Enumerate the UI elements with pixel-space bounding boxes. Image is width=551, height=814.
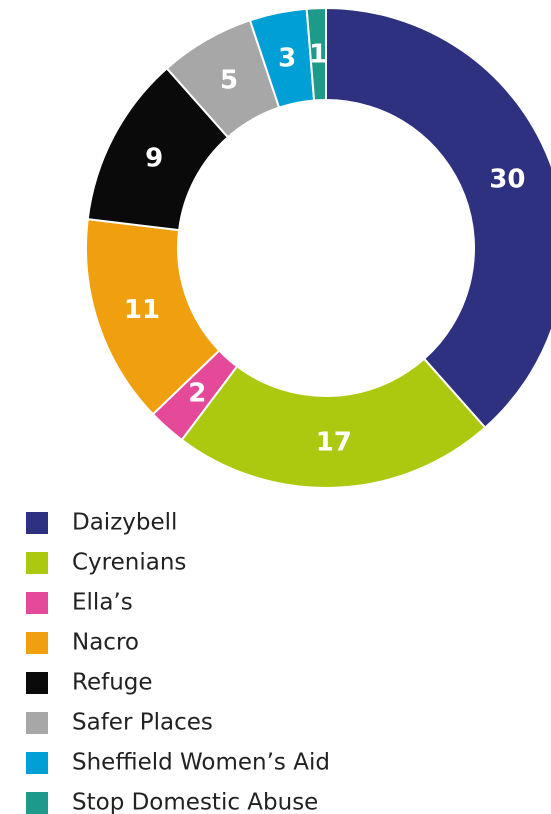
legend-label: Stop Domestic Abuse (72, 790, 318, 814)
legend-swatch (26, 632, 48, 654)
legend-swatch (26, 712, 48, 734)
legend-label: Daizybell (72, 510, 177, 536)
legend-label: Ella’s (72, 590, 133, 616)
legend-swatch (26, 672, 48, 694)
slice (325, 6, 551, 430)
slice (305, 6, 327, 102)
slice-label: 1 (309, 40, 327, 70)
legend-swatch (26, 552, 48, 574)
legend-swatch (26, 512, 48, 534)
slice-label: 9 (145, 143, 163, 173)
slice-label: 2 (188, 379, 206, 409)
legend-swatch (26, 792, 48, 814)
legend-label: Cyrenians (72, 550, 186, 576)
slice (180, 357, 487, 489)
legend-swatch (26, 752, 48, 774)
slice-label: 3 (278, 43, 296, 73)
legend-label: Nacro (72, 630, 139, 656)
legend-swatch (26, 592, 48, 614)
slice-label: 11 (124, 295, 160, 325)
legend-label: Sheffield Women’s Aid (72, 750, 330, 776)
legend-label: Refuge (72, 670, 153, 696)
legend-label: Safer Places (72, 710, 213, 736)
slice-label: 5 (220, 65, 238, 95)
slice-label: 17 (316, 427, 352, 457)
slice-label: 30 (489, 165, 525, 195)
